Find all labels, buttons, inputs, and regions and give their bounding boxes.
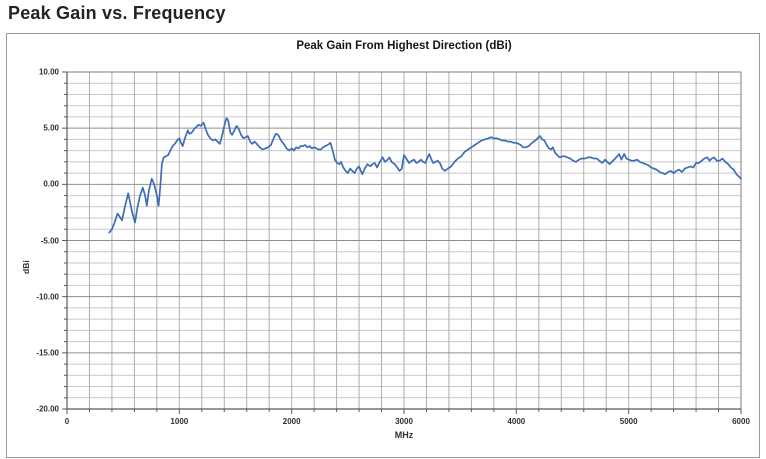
x-tick-label: 2000 <box>282 417 301 426</box>
x-axis-title: MHz <box>394 430 414 440</box>
y-tick-label: -5.00 <box>40 236 59 245</box>
plot-area <box>62 71 742 414</box>
x-tick-label: 6000 <box>732 417 750 426</box>
y-tick-label: -15.00 <box>36 348 59 358</box>
gain-series-line <box>108 117 742 234</box>
y-tick-label: -20.00 <box>36 404 59 414</box>
x-tick-label: 1000 <box>170 417 189 426</box>
y-tick-label: -10.00 <box>36 292 59 302</box>
x-tick-label: 5000 <box>619 417 638 426</box>
y-tick-label: 10.00 <box>38 67 59 77</box>
x-tick-label: 3000 <box>395 417 413 426</box>
chart-frame: Peak Gain From Highest Direction (dBi) 1… <box>6 33 760 458</box>
page-title: Peak Gain vs. Frequency <box>8 3 226 23</box>
x-tick-label: 0 <box>64 417 70 426</box>
y-axis-title: dBi <box>21 260 31 274</box>
x-tick-label: 4000 <box>507 417 526 426</box>
y-tick-label: 0.00 <box>43 179 59 189</box>
chart-title: Peak Gain From Highest Direction (dBi) <box>296 40 512 52</box>
y-tick-label: 5.00 <box>43 123 59 133</box>
